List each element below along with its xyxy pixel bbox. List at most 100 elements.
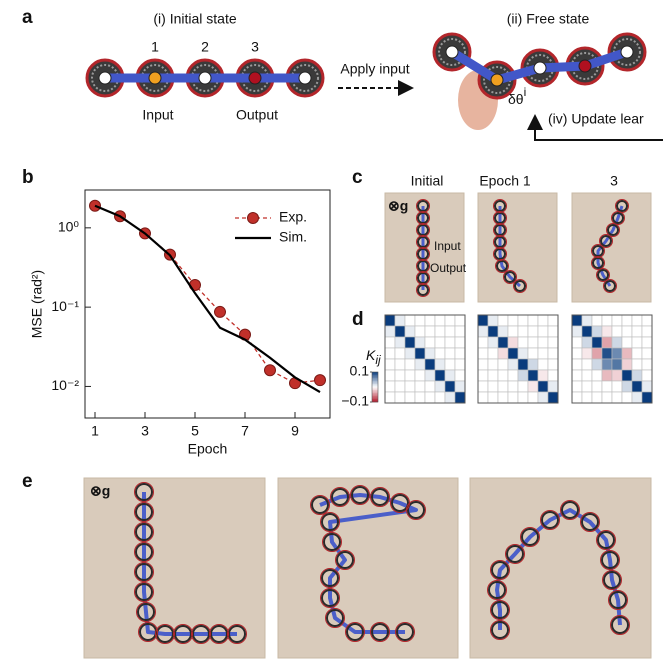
delta-symbol: δθ <box>508 91 524 107</box>
heat-cell <box>507 369 519 382</box>
photos <box>384 192 652 303</box>
module <box>506 545 524 563</box>
heat-cell <box>631 314 643 327</box>
heat-cell <box>611 358 623 371</box>
heat-cell <box>424 336 436 349</box>
colorbar-step <box>372 372 378 374</box>
colorbar-step <box>372 387 378 389</box>
heat-cell <box>601 358 613 371</box>
heat-cell <box>631 369 643 382</box>
module-rim <box>134 522 154 542</box>
heat-cell <box>611 336 623 349</box>
heat-cell <box>434 314 446 327</box>
heat-cell <box>611 325 623 338</box>
x-tick-label: 3 <box>141 423 149 439</box>
heat-cell <box>621 380 633 393</box>
module <box>371 623 389 641</box>
heat-cell <box>641 325 653 338</box>
heat-cell <box>497 325 509 338</box>
heat-cell <box>571 314 583 327</box>
heat-cell <box>497 391 509 404</box>
module <box>321 513 339 531</box>
heat-cell <box>394 347 406 360</box>
heat-cell <box>434 369 446 382</box>
module-rim <box>320 588 340 608</box>
module <box>346 623 364 641</box>
heat-cell <box>571 336 583 349</box>
y-tick-label: 10⁻² <box>51 377 79 393</box>
heat-cell <box>444 369 456 382</box>
heat-cell <box>611 347 623 360</box>
heat-cell <box>571 391 583 404</box>
module-rim <box>416 271 430 285</box>
state-title: (i) Initial state <box>153 11 236 27</box>
heat-frame <box>477 314 559 404</box>
heat-cell <box>444 336 456 349</box>
heat-cell <box>611 314 623 327</box>
heat-cell <box>384 314 396 327</box>
x-axis-label: Epoch <box>188 441 228 457</box>
heat-cell <box>527 391 539 404</box>
heat-cell <box>454 325 466 338</box>
heat-cell <box>414 380 426 393</box>
module <box>597 269 609 281</box>
module <box>323 533 341 551</box>
heat-cell <box>591 391 603 404</box>
module-rim <box>503 270 517 284</box>
heat-cell <box>507 380 519 393</box>
module-rim <box>602 570 622 590</box>
colorbar-tick-label: −0.1 <box>341 393 369 409</box>
heat-cell <box>477 336 489 349</box>
heat-cell <box>404 369 416 382</box>
heat-cell <box>517 325 529 338</box>
heat-cell <box>487 380 499 393</box>
module-rim <box>560 500 580 520</box>
heat-cell <box>404 314 416 327</box>
joint <box>445 45 459 59</box>
x-tick-label: 9 <box>291 423 299 439</box>
heat-cell <box>517 347 529 360</box>
heatmaps: 0.1 −0.1 <box>341 314 653 409</box>
joint <box>248 71 262 85</box>
module <box>607 224 619 236</box>
module-rim <box>416 235 430 249</box>
gravity-label: ⊗g <box>90 483 110 499</box>
heat-cell <box>581 336 593 349</box>
heat-cell <box>537 391 549 404</box>
module <box>514 280 526 292</box>
node-label: 1 <box>151 39 159 55</box>
heat-cell <box>404 347 416 360</box>
module-rim <box>345 622 365 642</box>
heat-cell <box>434 325 446 338</box>
heat-cell <box>517 391 529 404</box>
module <box>491 561 509 579</box>
module-rim <box>134 542 154 562</box>
heat-cell <box>621 358 633 371</box>
heat-cell <box>384 369 396 382</box>
heat-cell <box>641 380 653 393</box>
heat-cell <box>537 325 549 338</box>
module <box>326 609 344 627</box>
heat-cell <box>537 380 549 393</box>
arrow-label: Apply input <box>340 61 409 77</box>
photos <box>83 477 652 659</box>
heat-cell <box>527 325 539 338</box>
heat-cell <box>497 336 509 349</box>
heat-cell <box>477 358 489 371</box>
module-rim <box>416 199 430 213</box>
update-label: (iv) Update lear <box>548 111 644 127</box>
module <box>391 494 409 512</box>
heat-cell <box>621 325 633 338</box>
module-rim <box>580 512 600 532</box>
heat-cell <box>537 347 549 360</box>
heat-cell <box>424 369 436 382</box>
module <box>561 501 579 519</box>
heat-cell <box>591 358 603 371</box>
y-axis-label: MSE (rad²) <box>29 270 45 338</box>
heat-cell <box>507 314 519 327</box>
photo <box>277 477 459 659</box>
heat-cell <box>487 347 499 360</box>
heat-cell <box>611 380 623 393</box>
module <box>609 591 627 609</box>
heat-cell <box>434 347 446 360</box>
